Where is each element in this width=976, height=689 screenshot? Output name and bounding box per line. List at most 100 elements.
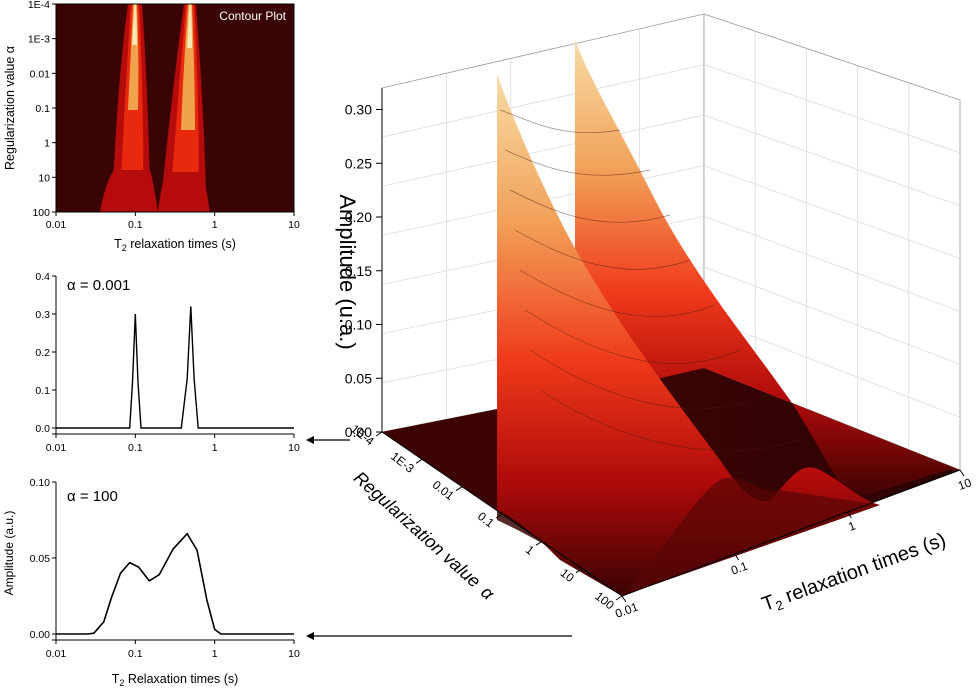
p2-x-label-pre: T (112, 672, 120, 686)
surface-contour-1 (499, 109, 621, 134)
z-tick-label: 0.10 (345, 317, 372, 333)
contour-plume-2-tip (187, 4, 192, 48)
p1-y-tick-label: 0.2 (35, 347, 50, 359)
p2-annotation: α = 100 (67, 488, 118, 505)
p1-y-tick-label: 0.3 (35, 309, 50, 321)
contour-x-tick-label: 0.1 (128, 219, 143, 231)
surface-contour-4 (514, 229, 691, 270)
p2-x-tick-label: 0.01 (46, 648, 67, 660)
wall-grid-line (703, 64, 961, 154)
p1-y-tick-label: 0.4 (35, 271, 50, 283)
surface-contour-2 (504, 149, 651, 176)
contour-x-label-sub: 2 (122, 243, 127, 253)
t2-tick (846, 511, 852, 519)
t2-tick (734, 553, 740, 561)
alpha-tick (615, 595, 623, 601)
wall-grid-line (381, 64, 705, 138)
z-tick-label: 0.20 (345, 209, 372, 225)
contour-x-label-pre: T (114, 237, 122, 251)
line-panel-2: 0.00 0.05 0.10 0.01 0.1 1 10 α = 100 T2 Relaxa… (30, 477, 300, 688)
contour-x-tick-label: 1 (212, 219, 218, 231)
arrow-2-head (306, 632, 314, 640)
t2-axis-label-sub: 2 (774, 597, 786, 614)
surface-ridge-1 (497, 74, 880, 596)
alpha-tick-label: 1E-4 (348, 422, 377, 449)
contour-y-tick-label: 1E-4 (28, 0, 50, 11)
alpha-tick (375, 431, 383, 437)
surface-contour-5 (519, 269, 716, 317)
p2-x-tick-label: 10 (288, 648, 300, 660)
contour-base-2 (158, 172, 210, 212)
p1-y-tick-label: 0.0 (35, 423, 50, 435)
wall-grid-line (703, 114, 961, 207)
contour-x-ticks: 0.01 0.1 1 10 (46, 212, 300, 231)
t2-tick-label: 10 (956, 475, 974, 493)
alpha-tick (575, 568, 583, 574)
p2-y-tick-label: 0.10 (30, 477, 51, 489)
contour-y-tick-label: 10 (38, 172, 50, 184)
p2-y-tick-label: 0.00 (30, 629, 51, 641)
contour-y-tick-label: 1 (44, 138, 50, 150)
contour-y-tick-label: 0.1 (35, 103, 50, 115)
contour-x-tick-label: 10 (288, 219, 300, 231)
alpha-axis-label-symbol: α (477, 582, 499, 604)
surface-contour-3 (509, 189, 671, 223)
p2-series-line (56, 532, 294, 635)
shared-amplitude-label: Amplitude (a.u.) (2, 511, 16, 596)
contour-x-tick-label: 0.01 (46, 219, 67, 231)
contour-y-tick-label: 100 (32, 207, 50, 219)
z-tick-label: 0.00 (345, 424, 372, 440)
contour-title: Contour Plot (219, 9, 286, 23)
p2-y-tick-label: 0.05 (30, 553, 51, 565)
contour-y-label: Regularization value α (3, 46, 17, 170)
z-ticks: 0.00 0.05 0.10 0.15 0.20 0.25 0.30 (345, 102, 382, 440)
contour-x-label-post: relaxation times (s) (127, 237, 236, 251)
t2-tick-label: 0.1 (729, 559, 750, 578)
surface-contour-7 (529, 349, 771, 409)
alpha-tick-label: 0.01 (430, 478, 457, 504)
t2-tick (959, 469, 965, 477)
p2-x-label: T2 Relaxation times (s) (112, 672, 239, 688)
arrow-1-head (306, 436, 314, 444)
t2-tick-label: 0.01 (613, 600, 640, 621)
contour-base (100, 170, 158, 212)
surface-ridge-2 (575, 40, 960, 500)
alpha-tick (535, 540, 543, 546)
contour-y-tick-label: 1E-3 (28, 34, 50, 46)
surface-contour-lines (499, 109, 801, 451)
p1-axes: 0.0 0.1 0.2 0.3 0.4 0.01 0.1 1 10 (35, 271, 300, 454)
t2-axis-line (621, 469, 961, 597)
p1-x-tick-label: 1 (212, 442, 218, 454)
t2-tick (621, 595, 627, 603)
alpha-tick (495, 513, 503, 519)
p2-x-tick-label: 0.1 (128, 648, 143, 660)
contour-y-ticks: 1E-4 1E-3 0.01 0.1 1 10 100 (28, 0, 56, 219)
arrows (306, 436, 572, 640)
p2-x-label-sub: 2 (119, 678, 124, 688)
surface-front-valley (382, 410, 622, 596)
surface-contour-8 (539, 389, 801, 451)
p1-annotation: α = 0.001 (67, 277, 130, 294)
p1-y-tick-label: 0.1 (35, 385, 50, 397)
p2-axes: 0.00 0.05 0.10 0.01 0.1 1 10 (30, 477, 300, 660)
contour-plume-1-tip (132, 4, 137, 45)
wall-grid-line (703, 266, 961, 365)
wall-grid-line (703, 317, 961, 418)
alpha-tick (455, 486, 463, 492)
t2-axis-label: T2 relaxation times (s) (759, 529, 949, 618)
surface-panel: 0.000.050.100.150.200.250.30 1E-41E-30.0… (335, 13, 974, 621)
p1-x-tick-label: 0.1 (128, 442, 143, 454)
surface-contour-6 (524, 309, 741, 364)
p1-x-tick-label: 10 (288, 442, 300, 454)
z-tick-label: 0.05 (345, 370, 372, 386)
alpha-tick-label: 1 (523, 543, 537, 558)
p2-x-tick-label: 1 (212, 648, 218, 660)
z-tick-label: 0.25 (345, 155, 372, 171)
contour-x-label: T2 relaxation times (s) (114, 237, 236, 253)
p1-series-line (56, 306, 294, 429)
t2-axis-label-post: relaxation times (s) (777, 529, 949, 609)
surface-front-slope (622, 477, 880, 596)
z-tick-label: 0.15 (345, 263, 372, 279)
